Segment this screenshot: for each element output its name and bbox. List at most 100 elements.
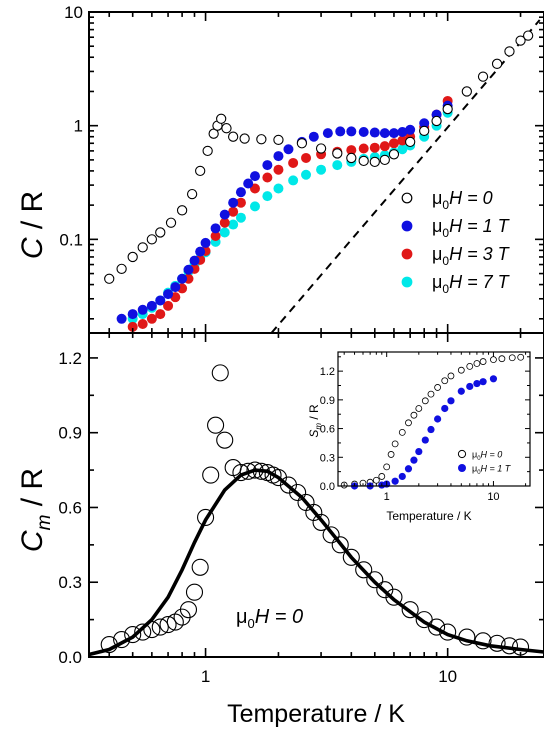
x-axis-title: Temperature / K	[227, 700, 405, 728]
top-point-H1	[358, 126, 369, 137]
top-point-H1	[137, 304, 148, 315]
inset-legend-label-1: μ0H = 1 T	[472, 464, 512, 477]
top-point-H0	[221, 123, 232, 134]
bottom-fit-curve	[88, 468, 544, 657]
bottom-point-Cm	[143, 621, 161, 639]
bottom-points-layer	[100, 364, 530, 656]
top-point-H3	[273, 164, 284, 175]
bottom-point-Cm	[289, 483, 307, 502]
legend-marker-open	[401, 192, 413, 204]
inset-background	[338, 352, 530, 486]
bottom-point-Cm	[216, 431, 234, 449]
bottom-point-Cm	[211, 364, 229, 382]
top-point-H1	[127, 309, 138, 320]
top-point-H1	[397, 126, 408, 137]
top-y-tick-label: 1	[74, 117, 83, 136]
inset-point-Sm-H0	[508, 354, 516, 362]
inset-axes: 0.0 0.3 0.6 0.9 1.2 1 10	[320, 351, 531, 503]
inset-point-Sm-H1	[398, 472, 406, 481]
top-y-axis-title: C / R	[16, 191, 49, 259]
top-point-H1	[163, 289, 174, 300]
inset-legend-marker-filled	[458, 464, 466, 472]
bottom-point-Cm	[179, 601, 198, 619]
inset-point-Sm-H0	[498, 355, 506, 363]
top-point-H1	[346, 126, 357, 137]
top-point-H3	[219, 217, 230, 228]
top-point-H1	[210, 223, 221, 234]
bottom-point-Cm	[355, 561, 373, 579]
bottom-y-tick-label: 0.3	[58, 573, 82, 592]
inset-point-Sm-H0	[490, 356, 497, 364]
inset-point-Sm-H1	[391, 477, 399, 485]
legend-label-3: μ0H = 7 T	[432, 272, 511, 296]
inset-point-Sm-H1	[421, 436, 429, 444]
bottom-point-Cm	[151, 618, 169, 636]
top-point-H0	[228, 131, 239, 142]
top-point-H3	[397, 135, 408, 146]
top-point-H1	[200, 237, 211, 248]
bottom-lines-layer	[88, 468, 544, 657]
top-point-H1	[146, 300, 157, 311]
top-point-H1	[369, 127, 380, 138]
inset-x-tick-label: 1	[384, 491, 390, 503]
bottom-annotation: μ0H = 0	[236, 606, 303, 631]
top-point-H1	[249, 171, 260, 182]
top-series-H0	[104, 30, 534, 284]
top-points-layer	[104, 30, 534, 332]
bottom-point-Cm	[488, 634, 506, 652]
inset-point-Sm-H0	[466, 362, 474, 370]
legend-label-2: μ0H = 3 T	[432, 244, 511, 268]
top-y-tick-label: 10	[64, 3, 83, 22]
top-point-H3	[301, 152, 312, 163]
top-point-H7	[301, 169, 312, 180]
bottom-y-tick-label: 0.0	[58, 648, 82, 667]
top-point-H0	[515, 35, 526, 46]
inset-point-Sm-H0	[405, 419, 412, 427]
inset-point-Sm-H0	[473, 360, 481, 367]
top-point-H0	[146, 234, 158, 245]
top-point-H0	[504, 46, 515, 57]
inset-point-Sm-H0	[517, 353, 525, 361]
top-point-H1	[189, 255, 200, 266]
bottom-plot-frame	[88, 332, 544, 658]
top-point-H3	[358, 143, 369, 154]
bottom-point-Cm	[124, 626, 142, 644]
top-point-H1	[308, 131, 319, 142]
top-point-H7	[235, 212, 246, 223]
top-point-H1	[335, 126, 346, 137]
bottom-point-Cm	[246, 461, 264, 479]
inset-point-Sm-H0	[441, 377, 449, 385]
bottom-point-Cm	[366, 571, 384, 589]
bottom-point-Cm	[232, 464, 250, 482]
bottom-point-Cm	[385, 588, 403, 606]
inset-point-Sm-H0	[383, 463, 391, 471]
bottom-point-Cm	[500, 637, 519, 655]
inset-point-Sm-H1	[479, 378, 487, 386]
inset-legend-marker-open	[457, 449, 467, 459]
bottom-point-Cm	[458, 628, 476, 646]
inset-point-Sm-H0	[421, 397, 429, 405]
bottom-point-Cm	[428, 618, 446, 636]
top-point-H1	[228, 197, 239, 208]
top-point-H3	[210, 231, 221, 242]
top-point-H7	[219, 227, 230, 238]
top-point-H0	[176, 205, 188, 216]
top-point-H1	[235, 187, 246, 198]
top-point-H0	[165, 217, 177, 228]
inset-point-Sm-H0	[391, 440, 399, 448]
top-point-H3	[369, 142, 380, 153]
inset-points-layer	[340, 353, 525, 490]
inset-point-Sm-H1	[441, 404, 449, 413]
legend-label-0: μ0H = 0	[432, 188, 493, 212]
bottom-point-Cm	[401, 601, 419, 619]
top-point-H1	[283, 144, 294, 155]
top-point-H0	[419, 125, 430, 137]
top-point-H7	[249, 201, 260, 212]
inset-point-Sm-H0	[387, 451, 395, 458]
bottom-point-Cm	[415, 611, 433, 629]
top-point-H3	[379, 141, 390, 152]
legend-marker-2	[401, 248, 413, 260]
top-point-H0	[202, 145, 213, 157]
inset-y-tick-label: 0.6	[320, 424, 335, 436]
